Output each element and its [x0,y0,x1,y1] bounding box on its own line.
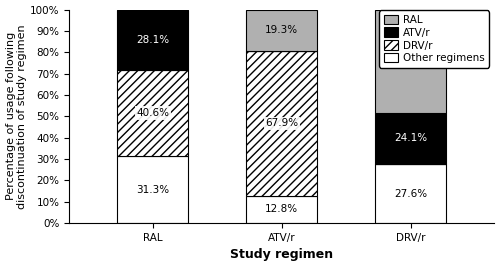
Bar [246,196,317,223]
Text: 24.1%: 24.1% [394,134,427,143]
Bar [375,164,446,223]
Text: 19.3%: 19.3% [265,25,298,35]
Text: 48.3%: 48.3% [394,56,427,66]
Y-axis label: Percentage of usage following
discontinuation of study regimen: Percentage of usage following discontinu… [6,24,27,209]
Bar [118,70,188,156]
Text: 12.8%: 12.8% [265,205,298,214]
Text: 31.3%: 31.3% [136,185,170,195]
Bar [118,156,188,223]
Text: 28.1%: 28.1% [136,34,170,45]
Text: 27.6%: 27.6% [394,189,427,199]
Text: 40.6%: 40.6% [136,108,170,118]
Bar [375,113,446,164]
Bar [375,10,446,113]
Text: 67.9%: 67.9% [265,118,298,128]
Bar [246,10,317,51]
Bar [246,51,317,196]
X-axis label: Study regimen: Study regimen [230,249,334,261]
Bar [118,10,188,70]
Legend: RAL, ATV/r, DRV/r, Other regimens: RAL, ATV/r, DRV/r, Other regimens [380,10,489,68]
